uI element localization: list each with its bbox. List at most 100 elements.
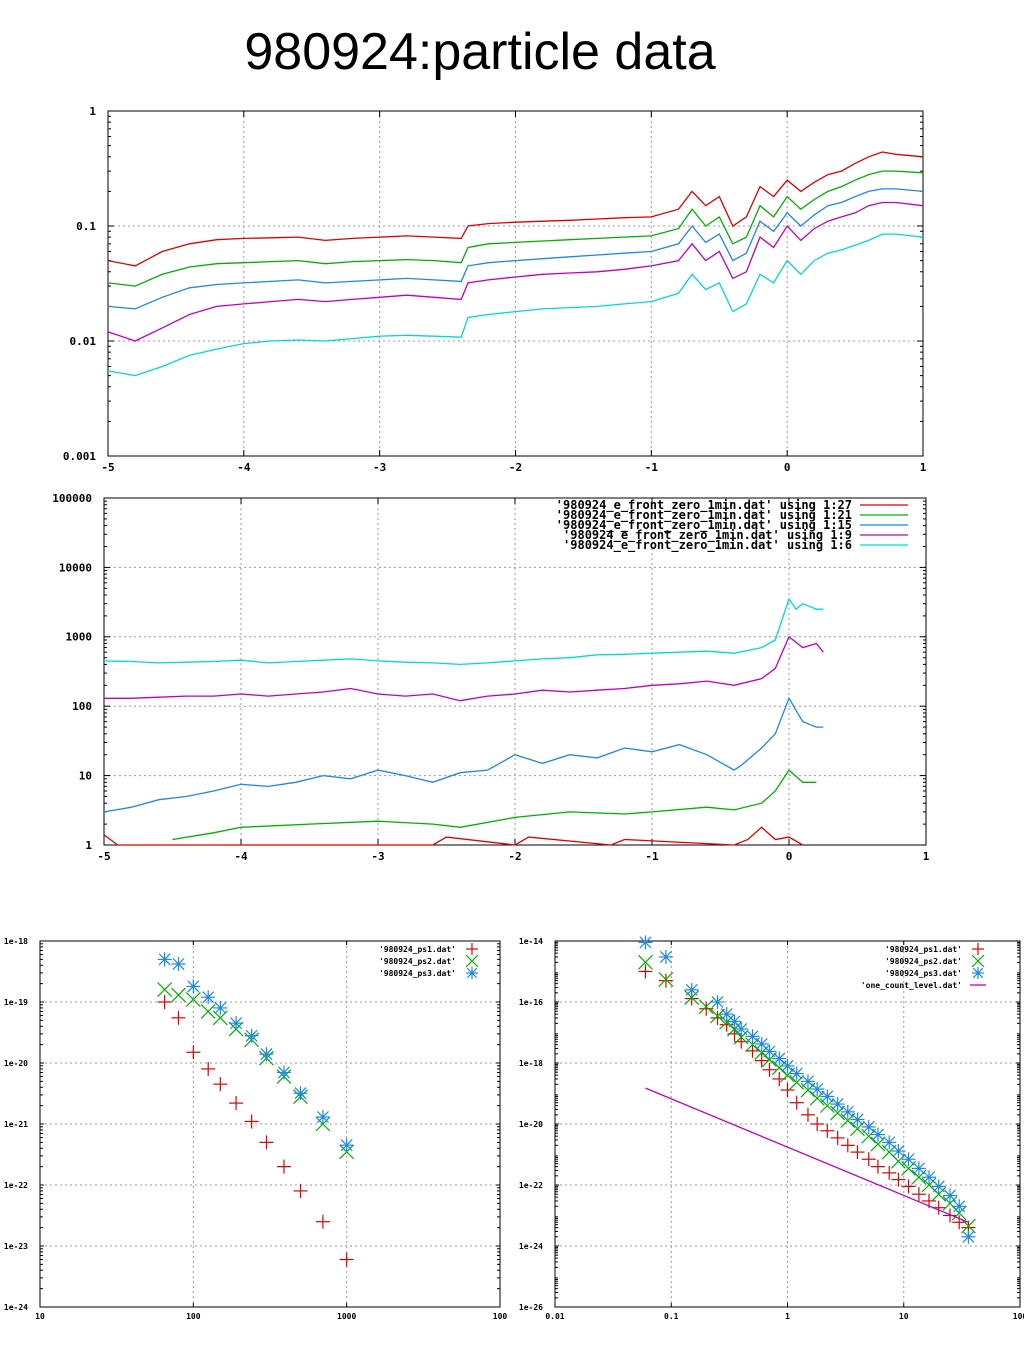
series-line <box>103 826 804 846</box>
data-point <box>762 1062 777 1077</box>
series-line <box>107 188 924 310</box>
point-marker <box>158 953 171 966</box>
data-point <box>157 952 172 967</box>
data-point <box>157 995 172 1009</box>
point-marker <box>902 1153 915 1166</box>
point-marker <box>755 1037 768 1051</box>
data-point <box>820 1123 835 1138</box>
data-point <box>293 1183 308 1198</box>
data-point <box>244 1114 259 1129</box>
x-tick-label: -2 <box>509 461 522 474</box>
data-point <box>339 1138 354 1153</box>
x-tick-label: 100 <box>1013 1312 1024 1321</box>
point-marker <box>801 1075 814 1088</box>
legend-label: '980924_ps2.dat' <box>379 957 456 966</box>
legend-label: '980924_ps1.dat' <box>379 945 456 954</box>
data-point <box>201 1061 216 1076</box>
x-tick-label: -1 <box>645 461 659 474</box>
data-point <box>171 956 186 971</box>
x-tick-label: -2 <box>508 850 521 863</box>
data-point <box>840 1104 855 1119</box>
y-tick-label: 1e-24 <box>4 1303 28 1312</box>
y-tick-label: 1e-22 <box>4 1181 28 1190</box>
legend-label: '980924_ps3.dat' <box>885 969 962 978</box>
point-marker <box>733 1029 749 1045</box>
data-point <box>276 1065 291 1080</box>
y-tick-label: 1e-26 <box>519 1303 543 1312</box>
point-marker <box>790 1067 803 1080</box>
series-5 <box>107 233 924 377</box>
data-point <box>171 1010 186 1025</box>
data-point <box>922 1170 937 1185</box>
series-5 <box>103 597 824 666</box>
series-line <box>104 635 824 702</box>
x-tick-label: -5 <box>101 461 114 474</box>
legend-label: '980924_e_front_zero_1min.dat' using 1:2… <box>556 508 852 523</box>
legend-label: '980924_ps2.dat' <box>885 957 962 966</box>
series-2 <box>157 982 355 1160</box>
point-marker <box>871 1128 884 1141</box>
series-1 <box>638 964 976 1235</box>
data-point <box>810 1117 825 1131</box>
point-marker <box>316 1111 329 1124</box>
x-tick-label: -3 <box>371 850 384 863</box>
data-point <box>780 1058 795 1073</box>
x-tick-label: 0 <box>786 850 793 863</box>
data-point <box>186 979 201 994</box>
point-marker <box>746 1030 759 1043</box>
point-marker <box>862 1120 875 1133</box>
point-marker <box>953 1200 966 1213</box>
data-point <box>684 990 700 1005</box>
x-tick-label: 1 <box>785 1312 790 1321</box>
x-tick-label: 10 <box>35 1312 45 1321</box>
point-marker <box>659 950 672 963</box>
data-point <box>229 1096 244 1111</box>
data-point <box>952 1199 967 1214</box>
data-point <box>293 1086 308 1101</box>
x-tick-label: -4 <box>237 461 251 474</box>
y-tick-label: 100000 <box>52 492 92 505</box>
data-point <box>213 1077 228 1092</box>
y-tick-label: 1 <box>85 839 92 852</box>
series-3 <box>107 188 924 310</box>
point-marker <box>200 1004 216 1019</box>
y-tick-label: 1000 <box>66 631 93 644</box>
data-point <box>762 1044 777 1059</box>
series-4 <box>107 201 924 342</box>
point-marker <box>942 1195 958 1211</box>
data-point <box>861 1152 876 1167</box>
point-marker <box>658 971 674 987</box>
point-marker <box>294 1087 307 1100</box>
point-marker <box>851 1113 864 1126</box>
x-tick-label: 0.01 <box>545 1312 564 1321</box>
data-point <box>961 1229 976 1244</box>
data-point <box>315 1110 330 1125</box>
point-marker <box>711 995 724 1009</box>
point-marker <box>912 1162 925 1175</box>
data-point <box>931 1179 946 1194</box>
x-tick-label: 1000 <box>337 1312 356 1321</box>
data-point <box>259 1047 274 1062</box>
x-tick-label: 0.1 <box>664 1312 679 1321</box>
chart-bottom-left-spectrum: 10 100 1000 100 1e-24 1e-23 1e-22 1e-21 1e-20 1e-… <box>4 937 508 1321</box>
data-point <box>658 949 673 964</box>
point-marker <box>187 980 200 993</box>
data-point <box>789 1066 804 1081</box>
data-point <box>820 1089 835 1104</box>
series-line <box>107 151 924 267</box>
point-marker <box>841 1105 854 1118</box>
legend-label: '980924_e_front_zero_1min.dat' using 1:6 <box>563 538 852 553</box>
data-point <box>315 1214 330 1229</box>
point-marker <box>638 954 653 970</box>
y-tick-label: 1e-22 <box>519 1181 543 1190</box>
series-2 <box>107 170 924 287</box>
data-point <box>745 1029 760 1044</box>
data-point <box>870 1127 885 1142</box>
point-marker <box>932 1180 945 1193</box>
y-tick-label: 1e-20 <box>519 1120 543 1129</box>
y-tick-label: 1e-18 <box>4 937 28 946</box>
point-marker <box>960 1218 976 1234</box>
y-tick-label: 1e-23 <box>4 1242 28 1251</box>
data-point <box>911 1161 926 1176</box>
data-point <box>638 935 653 950</box>
